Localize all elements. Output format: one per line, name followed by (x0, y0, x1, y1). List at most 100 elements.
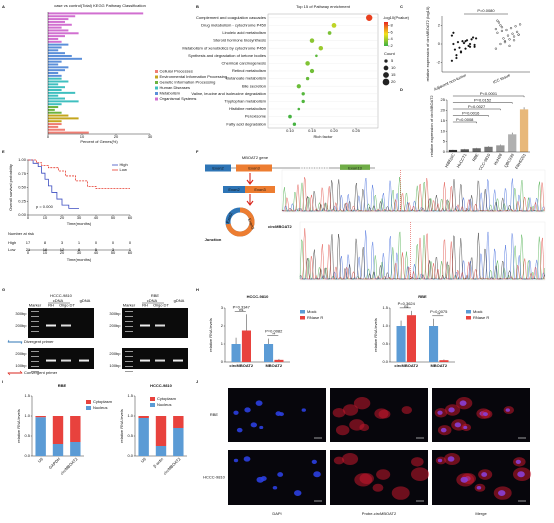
x-tick-label: circMBOAT2 (59, 456, 79, 476)
exon-label: Exon3 (254, 187, 266, 192)
band (46, 359, 56, 362)
exon (236, 164, 272, 172)
x-tick-label: U6 (37, 456, 45, 464)
bar (396, 326, 406, 362)
circ-label: circMBOAT2 (268, 224, 292, 229)
dot (327, 31, 332, 35)
legend-swatch (155, 86, 158, 90)
dot (305, 76, 310, 81)
panel-label: H (196, 287, 199, 292)
risk-value: 0 (112, 240, 115, 245)
x-axis-label: Percent of Genes(%) (80, 139, 118, 144)
bar (48, 94, 59, 97)
y-tick-label: Synthesis and degradation of ketone bodi… (188, 53, 266, 58)
x-axis-label: Time(months) (67, 257, 92, 262)
primer-label: Divergent primer (24, 339, 54, 344)
nucleus (313, 471, 321, 478)
y-axis-label: Overall survival probability (8, 164, 13, 211)
bar (48, 18, 69, 21)
survival-curve (28, 159, 130, 189)
cytoplasm-signal (378, 409, 391, 419)
circ-exon-label: Exon3 (247, 218, 256, 231)
cytoplasm-signal (335, 425, 350, 436)
bar (448, 149, 458, 152)
x-tick-label: 20 (114, 134, 119, 139)
x-tick-label: GAPDH (48, 456, 62, 470)
bar (496, 145, 505, 152)
y-tick-label: 2 (221, 323, 224, 328)
cytoplasm-signal (332, 408, 346, 418)
y-tick-label: 1 (221, 341, 224, 346)
bar (48, 23, 72, 26)
y-axis-label: relative expression of circMBOAT2 (429, 95, 434, 157)
annotation: P=0.0075 (430, 309, 448, 314)
lane-label: RH (48, 303, 54, 308)
bar-segment (52, 416, 64, 444)
legend-swatch (300, 310, 305, 314)
significance: ns (404, 304, 408, 309)
bar (48, 128, 65, 131)
point (497, 21, 501, 24)
panel-label: E (2, 149, 5, 154)
y-tick-label: 1.5 (24, 393, 30, 398)
y-tick-label: Bile secretion (242, 83, 266, 88)
y-tick-label: 2 (438, 22, 441, 27)
x-tick-label: 40 (94, 250, 99, 255)
bar (48, 100, 79, 103)
legend-label: RNase R (307, 315, 323, 320)
bar-segment (155, 416, 167, 446)
bar (48, 29, 69, 32)
nucleus (437, 410, 443, 415)
lane-label: Marker (123, 303, 136, 308)
y-tick-label: Chemical carcinogenesis (222, 60, 266, 65)
bar (48, 83, 59, 86)
x-tick-label: 50 (111, 215, 116, 220)
nucleus (311, 459, 317, 464)
point (500, 26, 504, 29)
y-tick-label: Fatty acid degradation (226, 121, 266, 126)
bar (48, 125, 59, 128)
lane-label: Oligo DT (59, 303, 75, 308)
bar (48, 12, 144, 15)
legend-label: Mock (473, 309, 483, 314)
bar-segment (52, 444, 64, 456)
primer-label: Convergent primer (24, 370, 58, 375)
y-tick-label: 0.5 (24, 433, 30, 438)
y-tick-label: 0 (221, 359, 224, 364)
x-tick-label: HuCCT1 (455, 152, 467, 169)
y-axis-label: relative RNA levels (373, 318, 378, 352)
y-tick-label: 20 (441, 107, 446, 112)
point (512, 39, 516, 42)
bar (48, 15, 76, 18)
ladder-band (31, 311, 39, 312)
bar (472, 148, 481, 152)
y-axis-label: relative RNA levels (119, 409, 124, 443)
ladder-band (31, 356, 39, 357)
legend-swatch (155, 81, 158, 84)
y-tick-label: 1.5 (382, 305, 388, 310)
chart-title: HCCC-9810 (247, 294, 270, 299)
significance: ** (272, 331, 276, 336)
y-tick-label: 10 (441, 128, 446, 133)
exon (205, 164, 231, 172)
size-label: 200bp (109, 323, 121, 328)
x-tick-label: 0 (27, 250, 30, 255)
primer-arrows (7, 339, 23, 345)
bar-segment (70, 442, 81, 456)
bar (48, 108, 55, 111)
bar-segment (173, 428, 184, 456)
point (464, 40, 467, 43)
y-tick-label: Drug metabolism - cytochrome P450 (201, 22, 267, 27)
point (515, 30, 519, 33)
point (458, 46, 461, 49)
bar (48, 20, 65, 23)
point (452, 31, 455, 34)
point (503, 41, 507, 44)
significance: ns (239, 307, 243, 312)
panel-label: G (2, 287, 5, 292)
legend-label: Cellular Processes (160, 69, 193, 74)
x-tick-label: 60 (128, 215, 133, 220)
y-tick-label: Retinol metabolism (232, 68, 267, 73)
nucleus (482, 412, 488, 417)
risk-value: 12 (60, 247, 65, 252)
